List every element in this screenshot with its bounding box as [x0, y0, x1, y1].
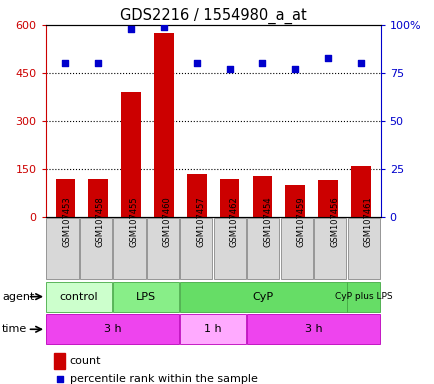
- Bar: [314, 218, 345, 279]
- Bar: [113, 281, 179, 312]
- Text: 1 h: 1 h: [204, 324, 221, 334]
- Bar: [46, 218, 78, 279]
- Bar: [113, 218, 145, 279]
- Text: GSM107457: GSM107457: [196, 196, 205, 247]
- Bar: [56, 179, 75, 217]
- Text: GSM107454: GSM107454: [263, 196, 272, 247]
- Bar: [80, 218, 112, 279]
- Text: percentile rank within the sample: percentile rank within the sample: [69, 374, 257, 384]
- Text: GSM107462: GSM107462: [230, 196, 238, 247]
- Bar: [247, 314, 379, 344]
- Bar: [154, 33, 173, 217]
- Bar: [214, 218, 245, 279]
- Bar: [347, 281, 379, 312]
- Bar: [219, 179, 239, 217]
- Bar: [88, 179, 108, 217]
- Bar: [46, 314, 179, 344]
- Text: CyP plus LPS: CyP plus LPS: [334, 292, 392, 301]
- Text: 3 h: 3 h: [304, 324, 322, 334]
- Bar: [350, 166, 370, 217]
- Point: [291, 66, 298, 72]
- Point: [324, 55, 331, 61]
- Point: [95, 60, 102, 66]
- Bar: [247, 218, 279, 279]
- Point: [226, 66, 233, 72]
- Point: [127, 26, 134, 32]
- Bar: [280, 218, 312, 279]
- Text: time: time: [2, 324, 27, 334]
- Bar: [180, 281, 346, 312]
- Point: [357, 60, 364, 66]
- Bar: [180, 314, 246, 344]
- Bar: [46, 281, 112, 312]
- Point: [56, 376, 63, 382]
- Text: CyP: CyP: [252, 291, 273, 302]
- Bar: [285, 185, 304, 217]
- Bar: [347, 218, 379, 279]
- Title: GDS2216 / 1554980_a_at: GDS2216 / 1554980_a_at: [119, 7, 306, 23]
- Point: [160, 24, 167, 30]
- Text: GSM107456: GSM107456: [330, 196, 339, 247]
- Bar: [180, 218, 212, 279]
- Text: count: count: [69, 356, 101, 366]
- Text: GSM107460: GSM107460: [162, 196, 171, 247]
- Bar: [187, 174, 206, 217]
- Text: GSM107455: GSM107455: [129, 196, 138, 247]
- Text: 3 h: 3 h: [104, 324, 121, 334]
- Bar: [147, 218, 178, 279]
- Point: [62, 60, 69, 66]
- Point: [193, 60, 200, 66]
- Text: LPS: LPS: [136, 291, 156, 302]
- Text: GSM107459: GSM107459: [296, 196, 305, 247]
- Point: [258, 60, 265, 66]
- Text: GSM107458: GSM107458: [95, 196, 105, 247]
- Text: GSM107453: GSM107453: [62, 196, 71, 247]
- Text: control: control: [60, 291, 98, 302]
- Bar: [121, 92, 141, 217]
- Bar: [318, 180, 337, 217]
- Bar: [252, 176, 272, 217]
- Text: GSM107461: GSM107461: [363, 196, 372, 247]
- Text: agent: agent: [2, 291, 34, 302]
